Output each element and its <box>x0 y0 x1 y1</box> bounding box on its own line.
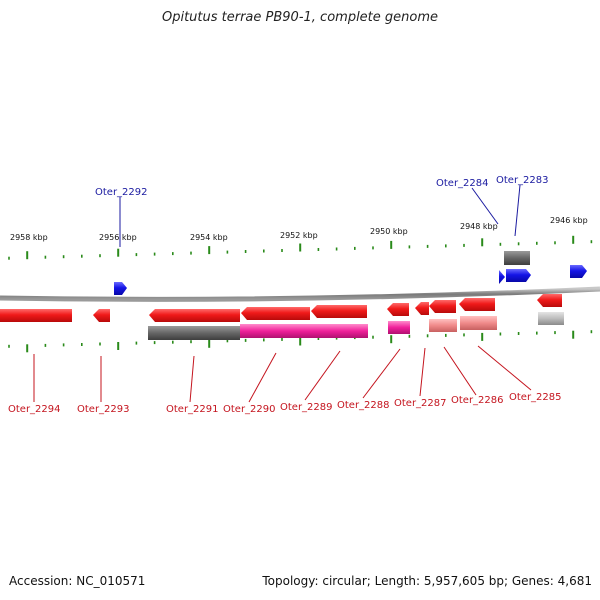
gene-label-oter-2289[interactable]: Oter_2289 <box>280 402 333 413</box>
gene-hit-bar <box>148 326 240 340</box>
scale-label: 2946 kbp <box>550 216 588 225</box>
map-title: Opitutus terrae PB90-1, complete genome <box>161 10 439 25</box>
gene-feature-oter-2283[interactable] <box>506 269 531 282</box>
gene-label-oter-2288[interactable]: Oter_2288 <box>337 400 390 411</box>
gene-feature-forward[interactable] <box>570 265 587 278</box>
gene-feature-oter-2293[interactable] <box>93 309 110 322</box>
gene-hit-bar <box>240 324 368 338</box>
gene-label-oter-2291[interactable]: Oter_2291 <box>166 404 219 415</box>
gene-feature-oter-2285[interactable] <box>459 298 495 311</box>
scale-label: 2948 kbp <box>460 222 498 231</box>
gene-label-oter-2286[interactable]: Oter_2286 <box>451 395 504 406</box>
gene-feature-oter-2288[interactable] <box>387 303 409 316</box>
genome-summary: Topology: circular; Length: 5,957,605 bp… <box>262 574 592 588</box>
scale-label: 2958 kbp <box>10 233 48 242</box>
gene-labels: Oter_2292 Oter_2284 Oter_2283 Oter_2294 … <box>8 175 562 415</box>
forward-genes <box>114 251 587 295</box>
gene-feature-oter-2289[interactable] <box>311 305 367 318</box>
scale-label: 2950 kbp <box>370 227 408 236</box>
gene-label-oter-2283[interactable]: Oter_2283 <box>496 175 549 186</box>
scale-label: 2956 kbp <box>99 233 137 242</box>
gene-feature-oter-2292[interactable] <box>114 282 127 295</box>
scale-labels: 2958 kbp 2956 kbp 2954 kbp 2952 kbp 2950… <box>10 216 588 242</box>
gene-feature-oter-2291[interactable] <box>149 309 240 322</box>
gene-feature-oter-2287[interactable] <box>415 302 429 315</box>
genome-backbone <box>0 286 600 302</box>
gene-feature-oter-2290[interactable] <box>241 307 310 320</box>
gene-label-oter-2285[interactable]: Oter_2285 <box>509 392 562 403</box>
gene-hit-bar <box>460 316 497 330</box>
gene-feature-oter-2294[interactable] <box>0 309 72 322</box>
gene-feature-reverse[interactable] <box>537 294 562 307</box>
gene-label-oter-2292[interactable]: Oter_2292 <box>95 187 148 198</box>
reverse-genes <box>0 294 564 340</box>
gene-label-oter-2284[interactable]: Oter_2284 <box>436 178 489 189</box>
gene-hit-bar <box>504 251 530 265</box>
gene-feature-oter-2284[interactable] <box>499 270 505 284</box>
gene-hit-bar <box>388 321 410 334</box>
gene-feature-oter-2286[interactable] <box>429 300 456 313</box>
gene-label-oter-2287[interactable]: Oter_2287 <box>394 398 447 409</box>
gene-label-oter-2293[interactable]: Oter_2293 <box>77 404 130 415</box>
gene-hit-bar <box>538 312 564 325</box>
gene-label-oter-2294[interactable]: Oter_2294 <box>8 404 61 415</box>
scale-ticks-top <box>8 235 593 260</box>
accession-label: Accession: NC_010571 <box>9 574 146 588</box>
gene-hit-bar <box>429 319 457 332</box>
label-leaders <box>33 184 532 403</box>
gene-label-oter-2290[interactable]: Oter_2290 <box>223 404 276 415</box>
scale-label: 2952 kbp <box>280 231 318 240</box>
scale-label: 2954 kbp <box>190 233 228 242</box>
